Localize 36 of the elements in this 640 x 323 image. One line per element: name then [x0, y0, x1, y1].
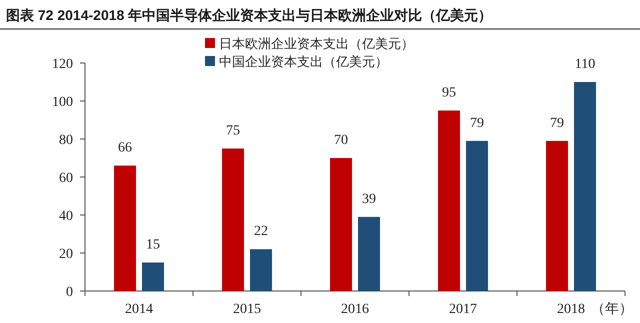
- x-axis-title: （年）: [591, 301, 633, 317]
- x-tick-label: 2015: [233, 302, 261, 317]
- chart-title: 图表 72 2014-2018 年中国半导体企业资本支出与日本欧洲企业对比（亿美元）: [6, 7, 492, 23]
- data-label: 110: [574, 57, 596, 72]
- bar: [142, 262, 164, 291]
- legend-label: 中国企业资本支出（亿美元）: [219, 54, 388, 69]
- bar: [358, 216, 380, 291]
- x-tick-label: 2016: [341, 302, 369, 317]
- data-label: 66: [118, 140, 132, 156]
- y-tick-label: 100: [52, 95, 73, 110]
- bar: [574, 82, 596, 291]
- data-label: 79: [470, 116, 484, 131]
- x-tick-label: 2014: [125, 302, 153, 317]
- legend-label: 日本欧洲企业资本支出（亿美元）: [219, 36, 414, 51]
- bar: [222, 148, 244, 291]
- bar: [546, 140, 568, 291]
- y-tick-label: 40: [59, 209, 73, 224]
- bar: [114, 166, 136, 291]
- data-label: 95: [442, 86, 456, 100]
- y-tick-label: 60: [59, 171, 73, 186]
- y-tick-label: 20: [59, 247, 73, 262]
- bar: [438, 110, 460, 291]
- bar: [330, 158, 352, 291]
- y-tick-label: 0: [66, 285, 73, 300]
- data-label: 22: [254, 224, 268, 240]
- bar: [466, 140, 488, 291]
- x-tick-label: 2018: [557, 302, 585, 317]
- data-label: 79: [550, 116, 564, 131]
- bar: [250, 249, 272, 291]
- y-tick-label: 120: [52, 57, 73, 72]
- data-label: 15: [146, 238, 160, 252]
- y-tick-label: 80: [59, 133, 73, 148]
- x-tick-label: 2017: [449, 302, 477, 317]
- data-label: 39: [362, 192, 376, 207]
- data-label: 70: [334, 133, 348, 148]
- data-label: 75: [226, 124, 240, 138]
